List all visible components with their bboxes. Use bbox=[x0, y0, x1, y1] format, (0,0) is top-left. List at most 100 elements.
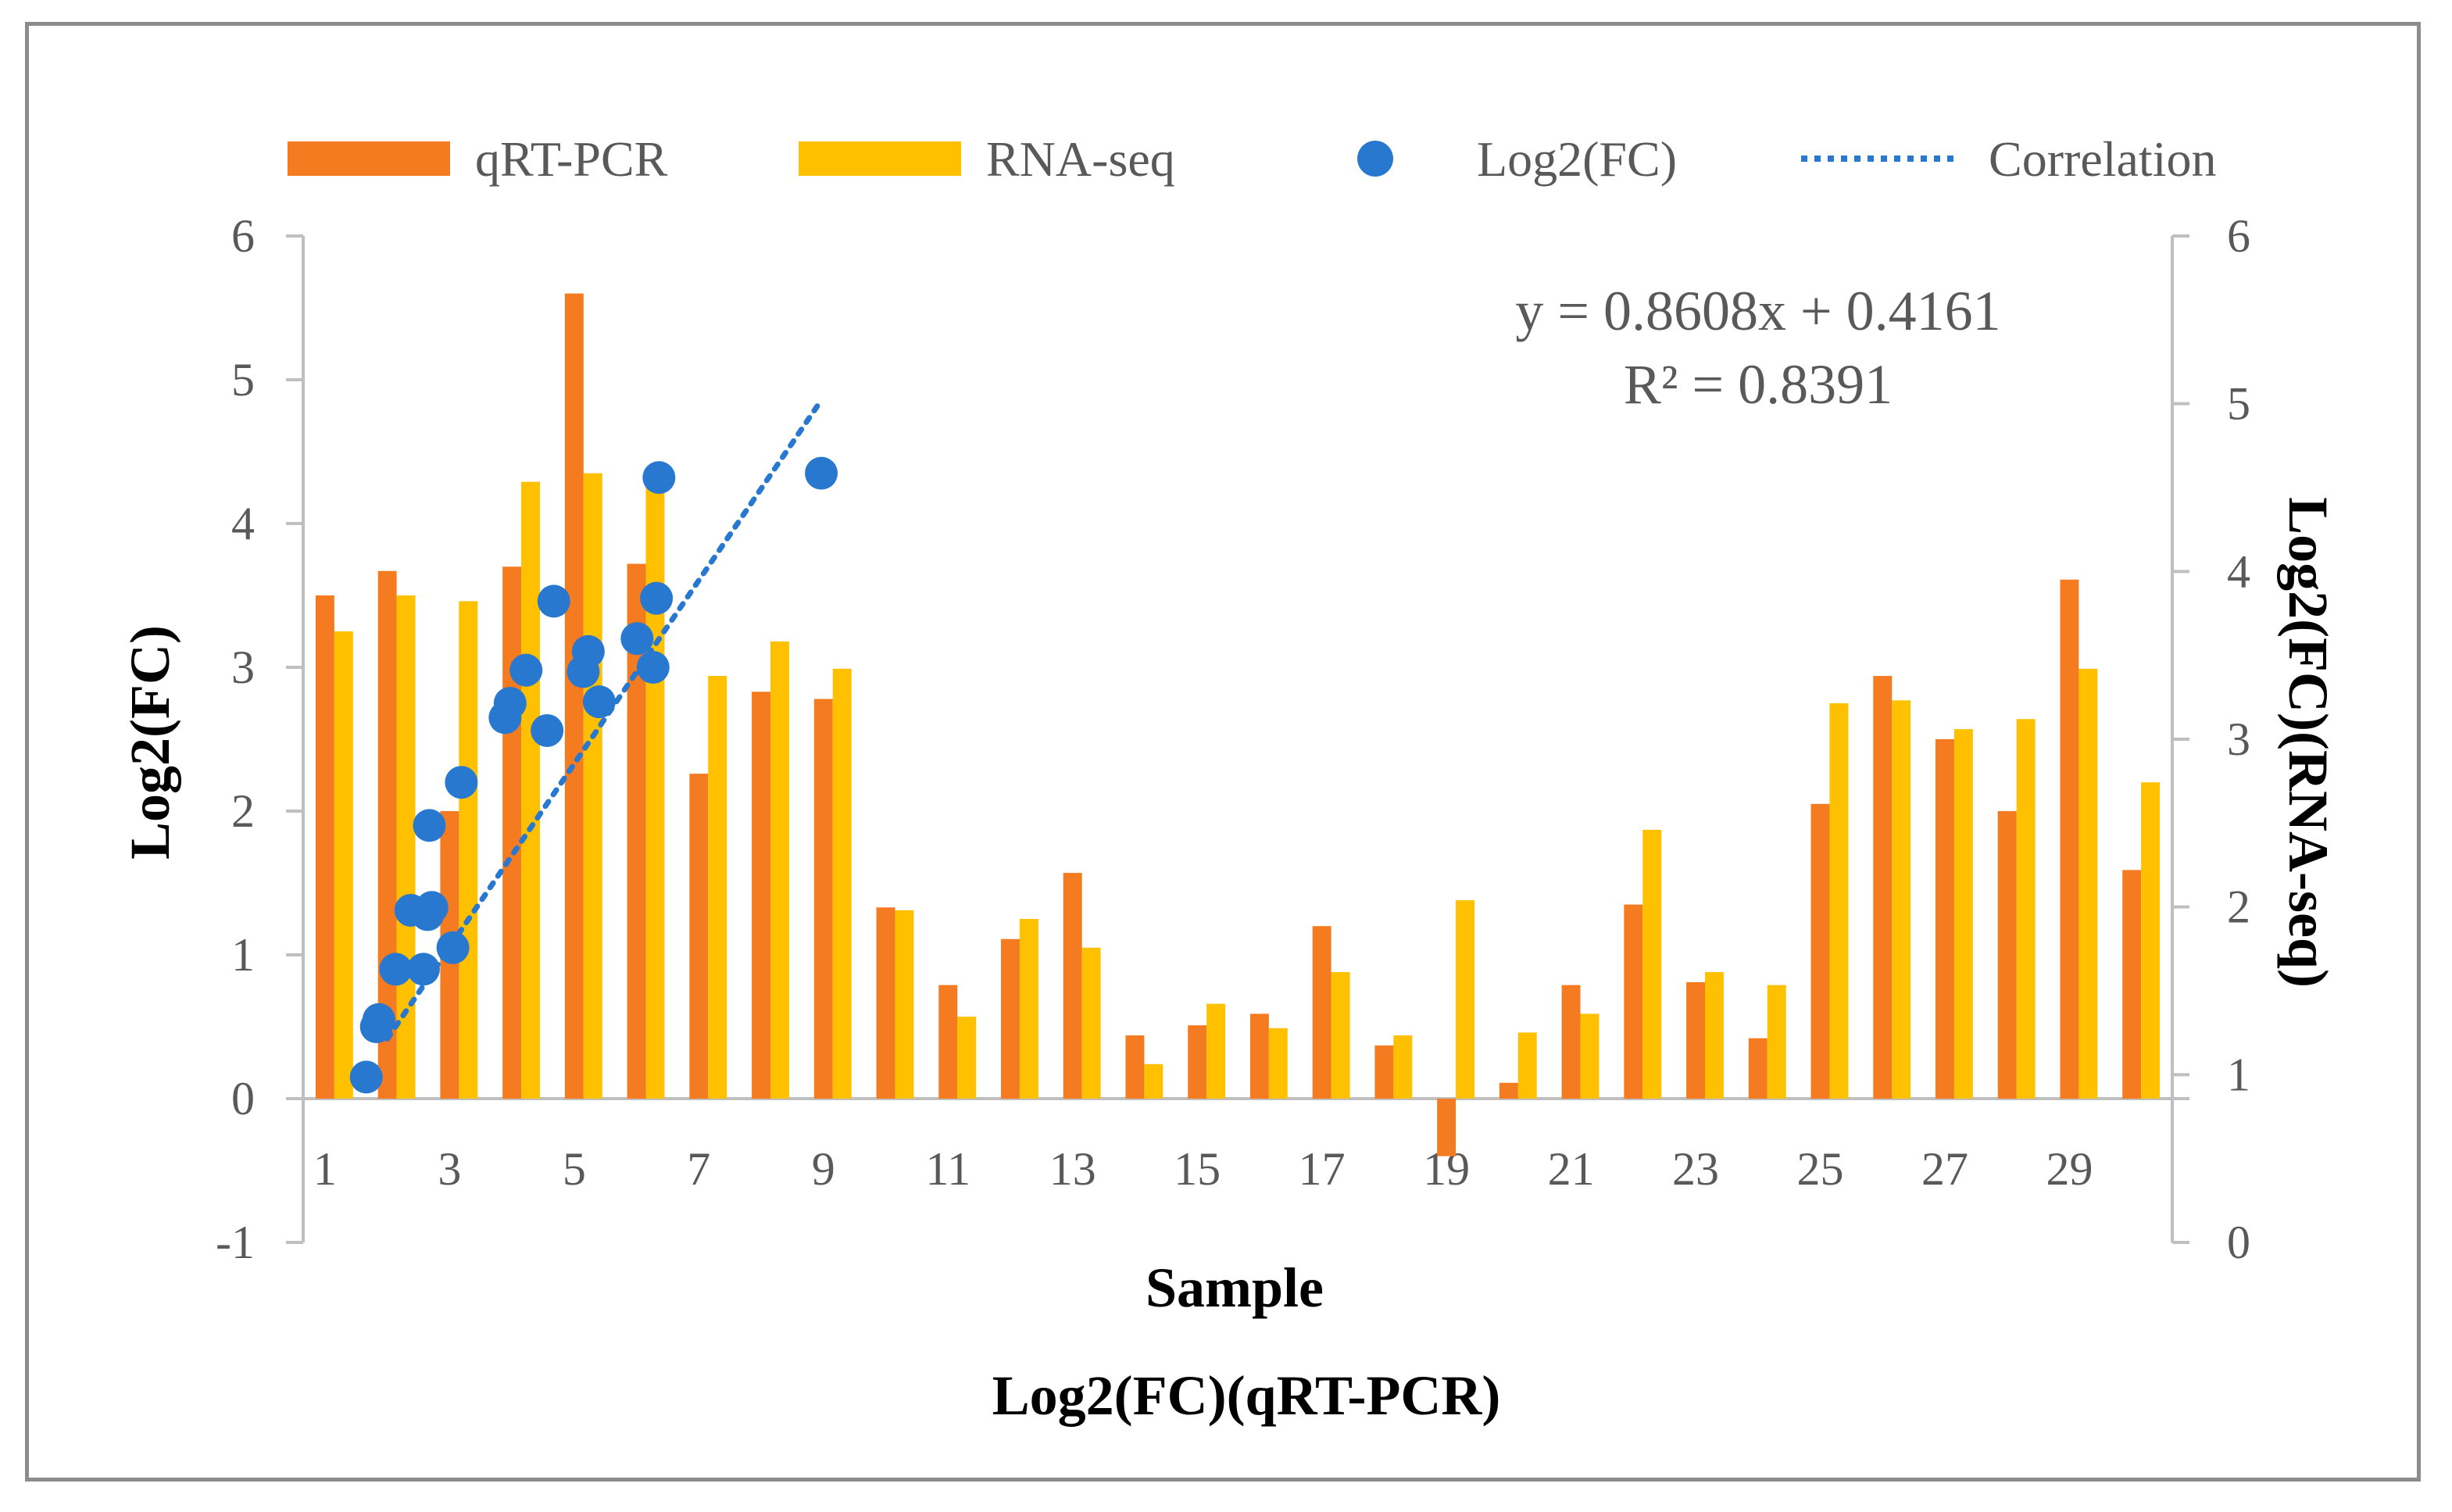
legend-item: qRT-PCR bbox=[288, 131, 668, 187]
scatter-point bbox=[379, 953, 413, 986]
bar-qrt-pcr bbox=[1997, 811, 2017, 1099]
bar-qrt-pcr bbox=[876, 907, 895, 1099]
legend-item: RNA-seq bbox=[799, 131, 1175, 187]
y-tick-label-left: 1 bbox=[231, 929, 255, 981]
bar-rna-seq bbox=[1705, 972, 1724, 1099]
scatter-point bbox=[436, 931, 470, 964]
bar-qrt-pcr bbox=[1437, 1099, 1457, 1156]
legend-swatch bbox=[799, 141, 961, 176]
bar-qrt-pcr bbox=[1063, 873, 1082, 1099]
legend-label: Correlation bbox=[1989, 131, 2216, 187]
bar-rna-seq bbox=[1829, 703, 1849, 1099]
bar-qrt-pcr bbox=[627, 563, 646, 1099]
legend-label: qRT-PCR bbox=[475, 131, 668, 187]
scatter-point bbox=[531, 713, 564, 747]
bar-rna-seq bbox=[1268, 1028, 1288, 1099]
bar-rna-seq bbox=[334, 631, 353, 1099]
x-tick-label: 9 bbox=[812, 1143, 835, 1195]
y-axis-title-left: Log2(FC) bbox=[119, 625, 181, 860]
bar-qrt-pcr bbox=[1312, 926, 1331, 1099]
scatter-point bbox=[509, 653, 543, 687]
scatter-points bbox=[349, 456, 838, 1094]
y-tick-label-right: 6 bbox=[2227, 210, 2250, 262]
bar-qrt-pcr bbox=[938, 985, 958, 1099]
bar-rna-seq bbox=[645, 478, 665, 1099]
x-tick-label: 1 bbox=[313, 1143, 337, 1195]
trendline bbox=[384, 399, 824, 1042]
scatter-point bbox=[571, 634, 605, 668]
bar-rna-seq bbox=[2141, 782, 2161, 1099]
bar-rna-seq bbox=[957, 1017, 977, 1099]
y-tick-label-left: 6 bbox=[231, 210, 255, 262]
legend-item: Log2(FC) bbox=[1357, 131, 1677, 187]
scatter-point bbox=[805, 456, 838, 490]
y-tick-label-right: 1 bbox=[2227, 1049, 2250, 1100]
bar-rna-seq bbox=[1642, 829, 1662, 1099]
bar-rna-seq bbox=[832, 668, 852, 1099]
bar-rna-seq bbox=[1144, 1063, 1163, 1099]
y-tick-label-left: 0 bbox=[231, 1073, 255, 1124]
bar-rna-seq bbox=[1767, 985, 1786, 1099]
y-tick-label-left: 3 bbox=[231, 642, 255, 693]
scatter-point bbox=[445, 766, 478, 799]
bar-qrt-pcr bbox=[752, 692, 770, 1099]
x-tick-label: 5 bbox=[563, 1143, 586, 1195]
bar-qrt-pcr bbox=[1810, 803, 1830, 1099]
bar-rna-seq bbox=[1019, 919, 1038, 1099]
bar-rna-seq bbox=[2016, 719, 2036, 1099]
bar-qrt-pcr bbox=[1624, 904, 1643, 1099]
bar-qrt-pcr bbox=[1374, 1045, 1394, 1099]
scatter-point bbox=[640, 581, 674, 615]
x-tick-label: 29 bbox=[2046, 1143, 2093, 1195]
bar-qrt-pcr bbox=[1686, 981, 1705, 1099]
legend-label: Log2(FC) bbox=[1477, 131, 1677, 187]
x-tick-label: 13 bbox=[1049, 1143, 1096, 1195]
scatter-point bbox=[636, 651, 670, 684]
scatter-point bbox=[406, 953, 440, 986]
scatter-point bbox=[582, 685, 616, 719]
x-tick-label: 3 bbox=[438, 1143, 461, 1195]
bars bbox=[315, 293, 2161, 1156]
bar-qrt-pcr bbox=[1125, 1035, 1145, 1099]
y-tick-label-left: 5 bbox=[231, 354, 255, 406]
bar-qrt-pcr bbox=[1561, 985, 1581, 1099]
bar-rna-seq bbox=[521, 481, 540, 1099]
bar-qrt-pcr bbox=[1936, 739, 1954, 1099]
bar-qrt-pcr bbox=[1873, 676, 1893, 1099]
y-tick-label-right: 3 bbox=[2227, 713, 2250, 765]
scatter-point bbox=[642, 461, 676, 495]
bar-rna-seq bbox=[770, 641, 789, 1099]
bar-qrt-pcr bbox=[1188, 1025, 1207, 1099]
bar-rna-seq bbox=[1953, 729, 1973, 1099]
bar-qrt-pcr bbox=[2122, 870, 2142, 1099]
legend: qRT-PCR RNA-seq Log2(FC) Correlation bbox=[288, 131, 2216, 187]
y-tick-label-left: 4 bbox=[231, 498, 255, 549]
bar-qrt-pcr bbox=[1748, 1038, 1768, 1099]
bar-qrt-pcr bbox=[689, 774, 709, 1099]
bar-rna-seq bbox=[2078, 668, 2098, 1099]
bar-qrt-pcr bbox=[564, 293, 584, 1099]
bar-rna-seq bbox=[1580, 1013, 1600, 1099]
bar-qrt-pcr bbox=[1499, 1082, 1518, 1099]
scatter-point bbox=[413, 809, 446, 842]
scatter-point bbox=[349, 1060, 383, 1094]
r-squared-label: R² = 0.8391 bbox=[1624, 353, 1893, 416]
bar-rna-seq bbox=[895, 910, 914, 1099]
x-axis-title: Sample bbox=[1146, 1256, 1324, 1319]
bar-qrt-pcr bbox=[813, 699, 833, 1099]
bar-rna-seq bbox=[1206, 1003, 1226, 1099]
bar-rna-seq bbox=[1081, 947, 1101, 1099]
bar-rna-seq bbox=[1331, 972, 1350, 1099]
x-tick-label: 23 bbox=[1672, 1143, 1719, 1195]
bar-rna-seq bbox=[459, 601, 478, 1099]
y-axis-title-right: Log2(FC)(RNA-seq) bbox=[2277, 497, 2339, 988]
x-tick-label: 17 bbox=[1299, 1143, 1346, 1195]
x-tick-label: 21 bbox=[1548, 1143, 1595, 1195]
bar-rna-seq bbox=[583, 473, 602, 1099]
bar-qrt-pcr bbox=[1249, 1013, 1269, 1099]
scatter-point bbox=[362, 1003, 395, 1036]
legend-item: Correlation bbox=[1801, 131, 2216, 187]
bar-qrt-pcr bbox=[502, 567, 522, 1099]
bar-rna-seq bbox=[708, 676, 727, 1099]
